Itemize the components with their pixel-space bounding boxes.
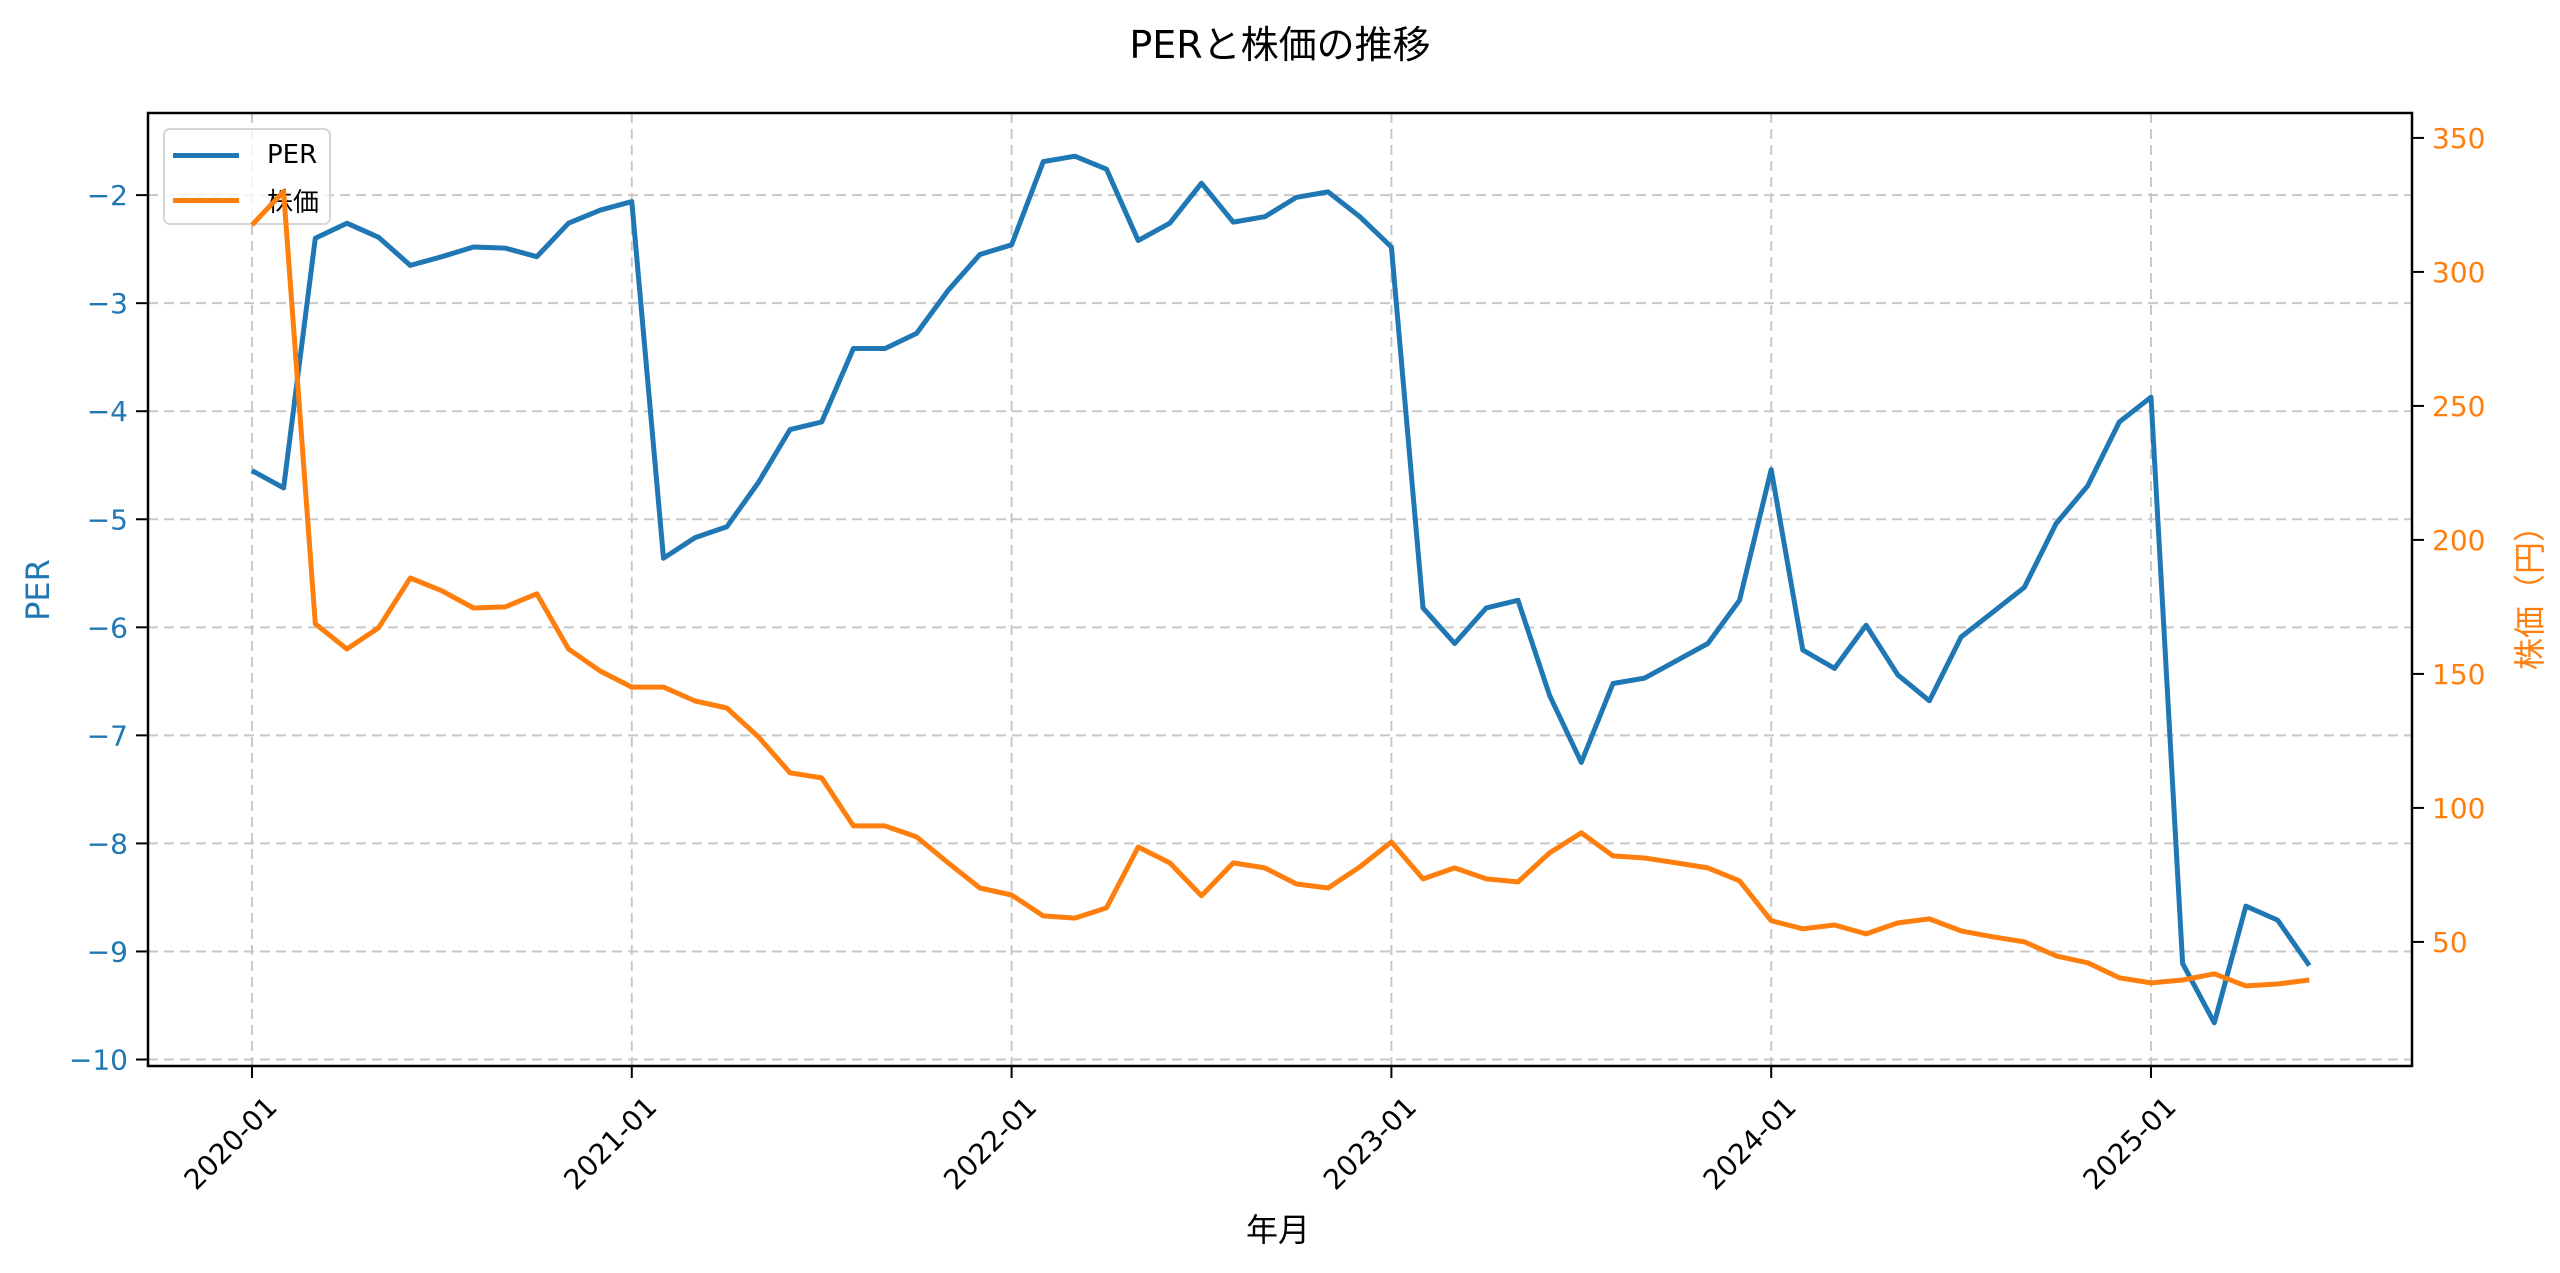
y-tick-label-right: 350	[2432, 122, 2485, 155]
per-line	[250, 153, 2312, 1026]
axes: 2020-01 2021-01 2022-01 2023-01 2024-01 2025-…	[69, 111, 2485, 1196]
x-tick-label: 2025-01	[2077, 1090, 2183, 1196]
y-tick-label-right: 300	[2432, 256, 2485, 289]
y-tick-label-right: 100	[2432, 792, 2485, 825]
y-tick-label-left: −10	[69, 1044, 128, 1077]
y-tick-label-left: −6	[87, 611, 128, 644]
legend-item-price: 株価	[173, 185, 319, 218]
y-axis-label-left: PER	[19, 559, 57, 621]
legend-label-per: PER	[267, 140, 318, 170]
legend-swatch-per-icon	[173, 152, 239, 158]
y-tick-label-right: 150	[2432, 658, 2485, 691]
y-tick-label-left: −7	[87, 719, 128, 752]
x-tick-label: 2020-01	[178, 1090, 284, 1196]
y-axis-label-right: 株価（円）	[2511, 509, 2549, 671]
y-tick-label-left: −8	[87, 827, 128, 860]
legend-swatch-price-icon	[173, 197, 239, 203]
y-tick-label-right: 250	[2432, 390, 2485, 423]
legend-item-per: PER	[173, 140, 317, 170]
axes-frame	[146, 111, 2414, 1068]
x-tick-label: 2024-01	[1697, 1090, 1803, 1196]
legend: PER 株価	[163, 128, 331, 225]
y-tick-label-left: −9	[87, 935, 128, 968]
x-axis-label: 年月	[1245, 1211, 1310, 1249]
y-tick-label-left: −5	[87, 503, 128, 536]
y-tick-label-left: −3	[87, 287, 128, 320]
legend-label-price: 株価	[267, 187, 320, 218]
per-series-line	[250, 153, 2312, 1026]
x-tick-label: 2021-01	[557, 1090, 663, 1196]
x-tick-label: 2023-01	[1317, 1090, 1423, 1196]
chart-title: PERと株価の推移	[1129, 23, 1431, 67]
x-tick-label: 2022-01	[937, 1090, 1043, 1196]
y-tick-label-left: −4	[87, 395, 128, 428]
y-tick-label-left: −2	[87, 179, 128, 212]
y-tick-label-right: 200	[2432, 524, 2485, 557]
y-tick-label-right: 50	[2432, 926, 2468, 959]
gridlines	[148, 113, 2412, 1066]
